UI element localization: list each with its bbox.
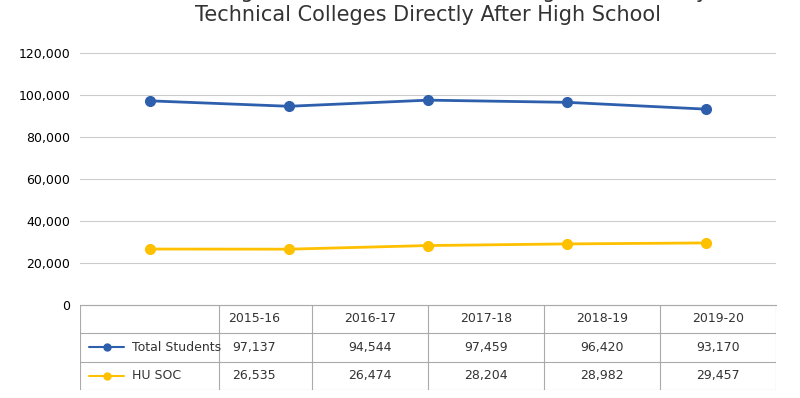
Text: 28,204: 28,204 (464, 369, 508, 382)
HU SOC (145, 247, 154, 252)
Total Students (423, 98, 433, 103)
Text: 26,535: 26,535 (232, 369, 276, 382)
Text: 96,420: 96,420 (580, 341, 624, 354)
Text: 2019-20: 2019-20 (692, 312, 744, 326)
Text: HU SOC: HU SOC (132, 369, 182, 382)
Line: HU SOC: HU SOC (145, 238, 711, 254)
Total Students (284, 104, 294, 109)
Text: Total Students: Total Students (132, 341, 222, 354)
HU SOC (702, 240, 711, 245)
HU SOC (284, 247, 294, 252)
HU SOC (562, 242, 572, 246)
HU SOC (423, 243, 433, 248)
Total Students (702, 107, 711, 111)
Text: 2016-17: 2016-17 (344, 312, 396, 326)
Line: Total Students: Total Students (145, 95, 711, 114)
Text: 93,170: 93,170 (696, 341, 740, 354)
Text: 2015-16: 2015-16 (228, 312, 280, 326)
Text: 94,544: 94,544 (348, 341, 392, 354)
Text: 29,457: 29,457 (696, 369, 740, 382)
Total Students (145, 98, 154, 103)
Total Students (562, 100, 572, 105)
Text: 28,982: 28,982 (580, 369, 624, 382)
Text: 97,137: 97,137 (232, 341, 276, 354)
Text: 97,459: 97,459 (464, 341, 508, 354)
Text: 2017-18: 2017-18 (460, 312, 512, 326)
Title: Number of High School Graduates Enrolling in Community and
Technical Colleges Di: Number of High School Graduates Enrollin… (102, 0, 754, 25)
Text: 26,474: 26,474 (348, 369, 392, 382)
Text: 2018-19: 2018-19 (576, 312, 628, 326)
